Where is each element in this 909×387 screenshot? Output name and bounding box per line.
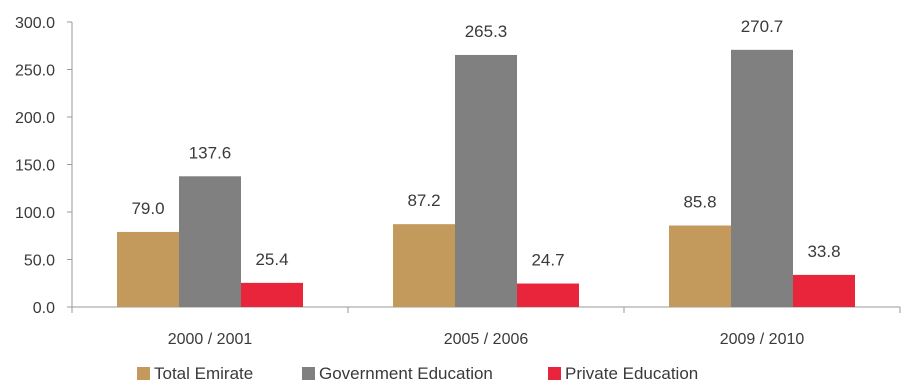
y-tick-label: 50.0 [24, 253, 55, 270]
bar [117, 231, 179, 307]
bar [731, 49, 793, 308]
y-tick-label: 100.0 [15, 205, 55, 222]
bar [669, 225, 731, 307]
legend-label: Government Education [319, 364, 493, 382]
x-category-label: 2009 / 2010 [720, 331, 805, 348]
y-tick-label: 0.0 [33, 300, 55, 317]
legend-swatch [302, 367, 315, 380]
bar [179, 176, 241, 307]
legend-swatch [137, 367, 150, 380]
bar [793, 274, 855, 307]
data-label: 33.8 [807, 242, 840, 261]
data-label: 270.7 [741, 17, 784, 36]
data-label: 87.2 [407, 191, 440, 210]
y-tick-label: 150.0 [15, 158, 55, 175]
data-label: 137.6 [189, 143, 232, 162]
y-tick-label: 300.0 [15, 15, 55, 32]
y-tick-label: 250.0 [15, 63, 55, 80]
data-label: 79.0 [131, 199, 164, 218]
bar [241, 282, 303, 307]
data-label: 265.3 [465, 22, 508, 41]
legend-label: Private Education [565, 364, 698, 382]
x-category-label: 2005 / 2006 [444, 331, 529, 348]
data-label: 85.8 [683, 192, 716, 211]
bar [517, 283, 579, 307]
legend-swatch [548, 367, 561, 380]
data-label: 24.7 [531, 251, 564, 270]
bar [455, 54, 517, 308]
legend-label: Total Emirate [154, 364, 253, 382]
data-label: 25.4 [255, 250, 288, 269]
x-category-label: 2000 / 2001 [168, 331, 253, 348]
y-tick-label: 200.0 [15, 110, 55, 127]
bar [393, 224, 455, 307]
